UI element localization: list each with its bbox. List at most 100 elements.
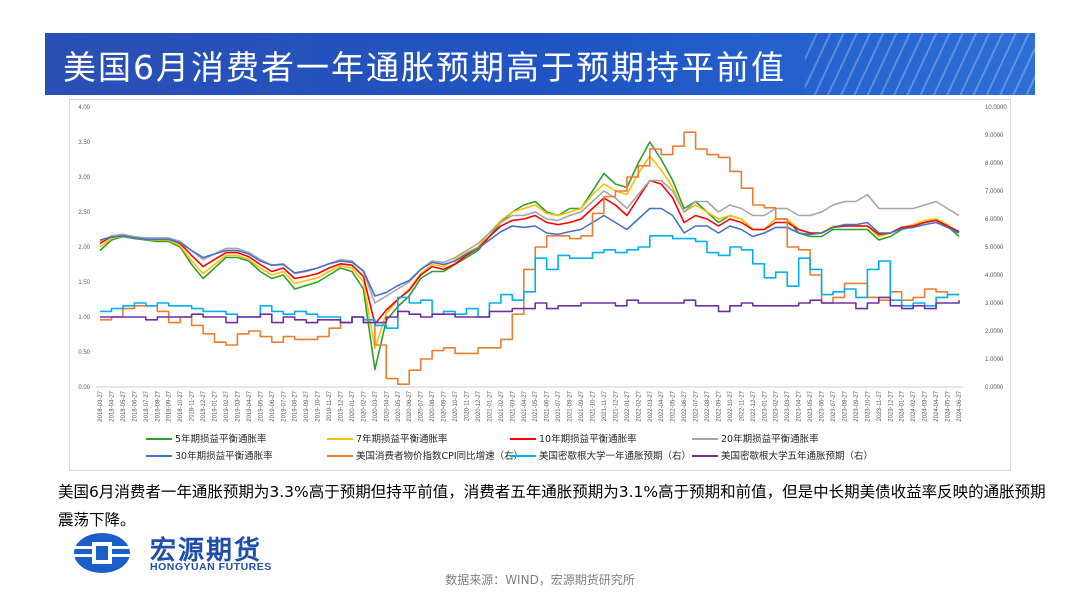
- series-line: [99, 179, 960, 304]
- x-tick-label: 2019-01-27: [213, 390, 219, 421]
- x-tick-label: 2019-07-27: [281, 390, 287, 421]
- legend-label: 美国密歇根大学五年通胀预期（右）: [721, 450, 873, 462]
- logo-name-en: HONGYUAN FUTURES: [150, 561, 272, 573]
- x-tick-label: 2020-01-27: [350, 390, 356, 421]
- x-tick-label: 2019-04-27: [247, 390, 253, 421]
- x-tick-label: 2018-10-27: [178, 390, 184, 421]
- x-tick-label: 2023-12-27: [888, 390, 894, 421]
- x-tick-label: 2021-04-27: [522, 390, 528, 421]
- y-right-tick-label: 0.0000: [985, 385, 1004, 391]
- y-right-tick-label: 4.0000: [985, 273, 1004, 279]
- x-tick-label: 2018-09-27: [167, 390, 173, 421]
- x-tick-label: 2022-08-27: [705, 390, 711, 421]
- x-tick-label: 2019-08-27: [293, 390, 299, 421]
- y-left-tick-label: 1.50: [78, 280, 90, 286]
- x-tick-label: 2022-05-27: [671, 390, 677, 421]
- x-tick-label: 2024-02-27: [911, 390, 917, 421]
- x-tick-label: 2019-06-27: [270, 390, 276, 421]
- x-tick-label: 2021-11-27: [602, 390, 608, 421]
- x-tick-label: 2023-03-27: [785, 390, 791, 421]
- legend-label: 10年期损益平衡通胀率: [539, 433, 637, 445]
- x-tick-label: 2021-02-27: [499, 390, 505, 421]
- banner-stripe-decoration: [805, 33, 1035, 95]
- x-tick-label: 2023-05-27: [808, 390, 814, 421]
- y-left-tick-label: 1.00: [78, 315, 90, 321]
- x-tick-label: 2020-08-27: [430, 390, 436, 421]
- banner-background: [45, 33, 1035, 95]
- x-tick-label: 2023-10-27: [865, 390, 871, 421]
- x-tick-label: 2018-03-27: [98, 390, 104, 421]
- x-tick-label: 2023-06-27: [820, 390, 826, 421]
- x-tick-label: 2023-07-27: [831, 390, 837, 421]
- x-tick-label: 2020-04-27: [384, 390, 390, 421]
- x-tick-label: 2021-09-27: [579, 390, 585, 421]
- legend-label: 5年期损益平衡通胀率: [175, 433, 267, 445]
- y-left-tick-label: 0.00: [78, 385, 90, 391]
- y-left-tick-label: 2.00: [78, 245, 90, 251]
- x-tick-label: 2024-04-27: [934, 390, 940, 421]
- y-right-tick-label: 10.0000: [985, 105, 1007, 111]
- data-source-note: 数据来源：WIND，宏源期货研究所: [445, 573, 635, 587]
- x-tick-label: 2019-02-27: [224, 390, 230, 421]
- x-tick-label: 2022-06-27: [682, 390, 688, 421]
- y-left-tick-label: 2.50: [78, 210, 90, 216]
- x-tick-label: 2023-01-27: [762, 390, 768, 421]
- x-tick-label: 2020-07-27: [419, 390, 425, 421]
- x-tick-label: 2021-10-27: [590, 390, 596, 421]
- x-tick-label: 2018-11-27: [190, 390, 196, 421]
- x-tick-label: 2019-05-27: [258, 390, 264, 421]
- x-tick-label: 2022-03-27: [648, 390, 654, 421]
- x-tick-label: 2023-02-27: [774, 390, 780, 421]
- x-tick-label: 2018-12-27: [201, 390, 207, 421]
- x-tick-label: 2019-09-27: [304, 390, 310, 421]
- x-tick-label: 2020-06-27: [407, 390, 413, 421]
- y-right-tick-label: 9.0000: [985, 133, 1004, 139]
- legend-label: 30年期损益平衡通胀率: [175, 450, 273, 462]
- x-tick-label: 2021-12-27: [613, 390, 619, 421]
- chart-container: 0.00 0.50 1.00 1.50 2.00 2.50 3.00 3.50 4.00 0.00…: [69, 99, 1011, 471]
- x-tick-label: 2021-05-27: [533, 390, 539, 421]
- x-tick-label: 2024-06-27: [957, 390, 963, 421]
- x-tick-label: 2019-03-27: [235, 390, 241, 421]
- x-tick-label: 2018-04-27: [109, 390, 115, 421]
- logo-mark-icon: [74, 533, 130, 573]
- y-right-tick-label: 3.0000: [985, 301, 1004, 307]
- x-tick-label: 2022-01-27: [625, 390, 631, 421]
- x-tick-label: 2024-05-27: [946, 390, 952, 421]
- x-tick-label: 2018-06-27: [132, 390, 138, 421]
- x-tick-label: 2023-09-27: [854, 390, 860, 421]
- page-title: 美国6月消费者一年通胀预期高于预期持平前值: [63, 48, 786, 87]
- x-tick-label: 2024-01-27: [900, 390, 906, 421]
- y-left-tick-label: 3.50: [78, 140, 90, 146]
- x-tick-label: 2020-05-27: [396, 390, 402, 421]
- series-line: [100, 296, 960, 324]
- x-tick-label: 2021-07-27: [556, 390, 562, 421]
- logo-name-cn: 宏源期货: [150, 536, 263, 566]
- y-right-tick-label: 1.0000: [985, 357, 1004, 363]
- x-tick-label: 2021-01-27: [487, 390, 493, 421]
- y-right-tick-label: 6.0000: [985, 217, 1004, 223]
- line-chart: 0.00 0.50 1.00 1.50 2.00 2.50 3.00 3.50 4.00 0.00…: [78, 105, 1007, 462]
- x-tick-label: 2021-06-27: [545, 390, 551, 421]
- x-tick-label: 2020-03-27: [373, 390, 379, 421]
- x-tick-label: 2018-07-27: [144, 390, 150, 421]
- chart-caption: 美国6月消费者一年通胀预期为3.3%高于预期但持平前值，消费者五年通胀预期为3.…: [58, 483, 1046, 529]
- y-right-tick-label: 8.0000: [985, 161, 1004, 167]
- legend-label: 7年期损益平衡通胀率: [356, 433, 448, 445]
- y-left-tick-label: 0.50: [78, 350, 90, 356]
- y-right-tick-label: 5.0000: [985, 245, 1004, 251]
- legend-label: 美国消费者物价指数CPI同比增速（右）: [356, 450, 523, 462]
- y-left-tick-label: 3.00: [78, 175, 90, 181]
- x-tick-label: 2022-04-27: [659, 390, 665, 421]
- legend-label: 20年期损益平衡通胀率: [721, 433, 819, 445]
- y-left-tick-label: 4.00: [78, 105, 90, 111]
- x-tick-label: 2020-12-27: [476, 390, 482, 421]
- x-tick-label: 2020-09-27: [442, 390, 448, 421]
- title-banner: 美国6月消费者一年通胀预期高于预期持平前值: [45, 33, 1035, 95]
- x-tick-label: 2019-11-27: [327, 390, 333, 421]
- company-logo: 宏源期货 HONGYUAN FUTURES: [72, 530, 312, 576]
- x-tick-label: 2022-12-27: [751, 390, 757, 421]
- x-tick-label: 2024-03-27: [923, 390, 929, 421]
- x-tick-label: 2019-10-27: [316, 390, 322, 421]
- x-tick-label: 2020-02-27: [361, 390, 367, 421]
